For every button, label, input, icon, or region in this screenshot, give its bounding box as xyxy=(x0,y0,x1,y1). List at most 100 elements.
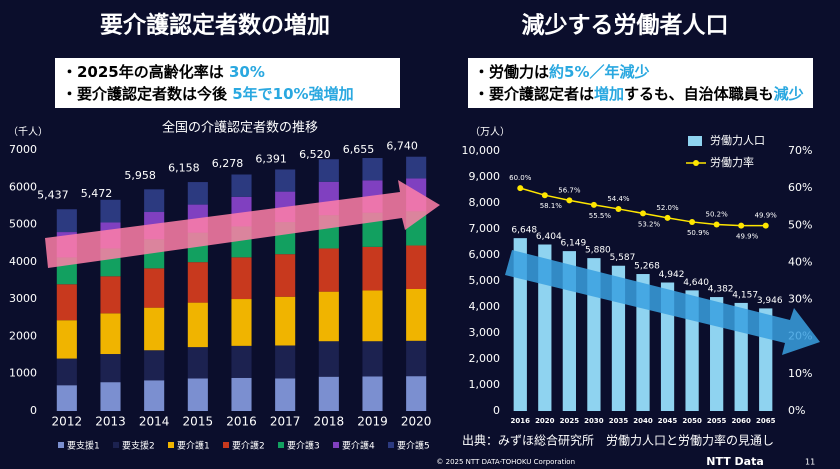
bar-segment xyxy=(318,248,339,292)
data-label: 6,149 xyxy=(560,239,586,249)
x-tick-label: 2012 xyxy=(52,415,83,429)
data-label: 6,648 xyxy=(511,226,537,236)
y-tick-label: 0 xyxy=(30,404,37,417)
bar-segment xyxy=(100,313,121,355)
x-tick-label: 2035 xyxy=(609,417,629,425)
y-tick-label: 3000 xyxy=(9,292,37,305)
left-title: 要介護認定者数の増加 xyxy=(100,12,330,39)
legend-label: 要支援1 xyxy=(67,440,100,452)
bar-segment xyxy=(231,377,252,411)
trend-arrow xyxy=(45,180,440,268)
bar-segment xyxy=(275,169,296,192)
x-tick-label: 2014 xyxy=(139,415,170,429)
bar-segment xyxy=(406,340,427,377)
bar-segment xyxy=(362,376,383,411)
bullet-part: 減少 xyxy=(774,85,804,103)
x-tick-label: 2025 xyxy=(560,417,580,425)
data-label: 3,946 xyxy=(757,296,783,306)
bullet-part: するも、自治体職員も xyxy=(624,85,774,103)
line-point xyxy=(517,185,524,192)
legend-label: 労働力率 xyxy=(710,155,754,169)
line-point xyxy=(640,210,646,217)
legend-swatch xyxy=(278,442,284,448)
bar xyxy=(513,238,527,411)
bar-segment xyxy=(406,289,427,341)
bar-segment xyxy=(275,345,296,379)
total-label: 6,391 xyxy=(255,153,287,166)
bar-segment xyxy=(318,341,339,377)
bar-segment xyxy=(56,358,77,386)
bar xyxy=(538,244,552,411)
bar-segment xyxy=(144,268,165,308)
x-tick-label: 2030 xyxy=(584,417,604,425)
bar-segment xyxy=(275,378,296,411)
bullet-part: 30% xyxy=(229,63,265,81)
legend-label: 要介護5 xyxy=(397,440,430,452)
legend-label: 要支援2 xyxy=(122,440,155,452)
total-label: 6,158 xyxy=(168,161,200,174)
data-label: 49.9% xyxy=(755,212,778,220)
data-label: 4,942 xyxy=(659,270,685,280)
total-label: 5,437 xyxy=(37,188,69,201)
bar-segment xyxy=(362,290,383,342)
bar-segment xyxy=(144,189,165,213)
total-label: 5,958 xyxy=(124,169,156,182)
logo: NTT Data xyxy=(706,455,764,468)
legend-swatch xyxy=(388,442,394,448)
bullet: ・2025年の高齢化率は 30% xyxy=(62,63,265,81)
data-label: 5,880 xyxy=(585,246,611,256)
y-tick-label: 6,000 xyxy=(469,248,501,261)
bullet: ・労働力は約5%／年減少 xyxy=(474,63,649,81)
y2-tick-label: 30% xyxy=(788,293,812,306)
total-label: 6,740 xyxy=(386,140,418,153)
y2-tick-label: 0% xyxy=(788,404,805,417)
trend-arrow xyxy=(505,250,820,355)
line-point xyxy=(738,222,745,229)
bar-segment xyxy=(318,376,339,411)
legend-swatch xyxy=(223,442,229,448)
right-bullet-box xyxy=(468,58,813,108)
y-tick-label: 1,000 xyxy=(469,378,501,391)
bar-segment xyxy=(318,291,339,342)
left-bullet-box xyxy=(55,58,400,108)
data-label: 55.5% xyxy=(589,212,612,220)
data-label: 53.2% xyxy=(638,220,661,228)
legend-swatch xyxy=(58,442,64,448)
x-tick-label: 2060 xyxy=(731,417,751,425)
data-label: 58.1% xyxy=(540,202,563,210)
bar-segment xyxy=(100,354,121,383)
bar-segment xyxy=(56,385,77,411)
y2-tick-label: 60% xyxy=(788,181,812,194)
data-label: 5,587 xyxy=(610,253,636,263)
y-tick-label: 4000 xyxy=(9,255,37,268)
bar-segment xyxy=(100,199,121,223)
bar-segment xyxy=(231,257,252,300)
bullet-part: 約5%／年減少 xyxy=(549,63,649,81)
x-tick-label: 2015 xyxy=(183,415,214,429)
x-tick-label: 2018 xyxy=(314,415,345,429)
data-label: 4,640 xyxy=(683,278,709,288)
bar-segment xyxy=(187,347,208,379)
data-label: 56.7% xyxy=(558,186,581,194)
bullet: ・要介護認定者は増加するも、自治体職員も減少 xyxy=(474,85,804,103)
bar-segment xyxy=(362,341,383,377)
line-point xyxy=(615,205,622,212)
x-tick-label: 2017 xyxy=(270,415,301,429)
data-label: 54.4% xyxy=(607,195,630,203)
bullet-part: ・要介護認定者は xyxy=(474,85,594,103)
legend-swatch xyxy=(113,442,119,448)
bar-segment xyxy=(56,209,77,233)
y-tick-label: 0 xyxy=(493,404,500,417)
data-label: 6,404 xyxy=(536,232,562,242)
bar-segment xyxy=(275,296,296,346)
data-label: 49.9% xyxy=(736,233,759,241)
bar-segment xyxy=(187,262,208,303)
axis-unit: （万人） xyxy=(470,126,510,138)
data-label: 52.0% xyxy=(656,204,679,212)
x-tick-label: 2013 xyxy=(95,415,126,429)
data-label: 60.0% xyxy=(509,174,532,182)
bullet-part: ・労働力は xyxy=(474,63,549,81)
data-label: 4,382 xyxy=(708,285,734,295)
